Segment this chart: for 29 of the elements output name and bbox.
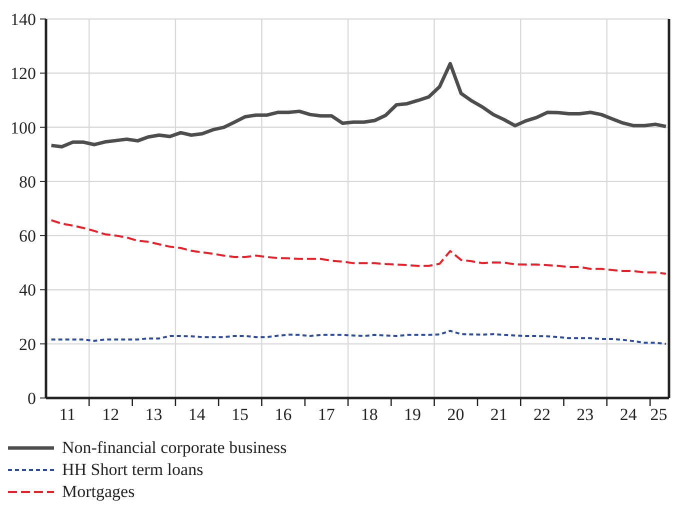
x-tick-label: 15 <box>231 405 248 424</box>
x-tick-label: 24 <box>620 405 638 424</box>
x-tick-label: 14 <box>188 405 206 424</box>
y-tick-label: 140 <box>10 10 36 29</box>
y-tick-label: 100 <box>10 118 36 138</box>
line-series <box>50 219 667 275</box>
y-tick-label: 0 <box>28 389 36 408</box>
line-series <box>50 330 667 345</box>
y-tick-label: 40 <box>19 280 36 300</box>
y-tick-label: 80 <box>19 172 36 192</box>
x-tick-label: 20 <box>447 405 464 424</box>
legend-label: HH Short term loans <box>62 460 204 480</box>
y-tick-label: 60 <box>19 226 36 246</box>
legend-label: Mortgages <box>62 482 135 502</box>
line-series <box>50 62 668 149</box>
x-tick-label: 17 <box>318 405 336 424</box>
x-tick-label: 12 <box>102 405 120 424</box>
x-tick-label: 21 <box>490 405 508 424</box>
x-tick-label: 22 <box>534 405 551 424</box>
y-tick-label: 20 <box>19 334 36 354</box>
x-tick-label: 25 <box>650 405 668 424</box>
legend-label: Non-financial corporate business <box>62 438 287 458</box>
x-tick-label: 18 <box>360 405 378 424</box>
x-tick-label: 23 <box>576 405 594 424</box>
x-tick-label: 19 <box>404 405 422 424</box>
x-tick-label: 16 <box>274 405 292 424</box>
x-tick-label: 13 <box>145 405 162 424</box>
x-tick-label: 11 <box>59 405 76 424</box>
y-tick-label: 120 <box>10 64 36 84</box>
